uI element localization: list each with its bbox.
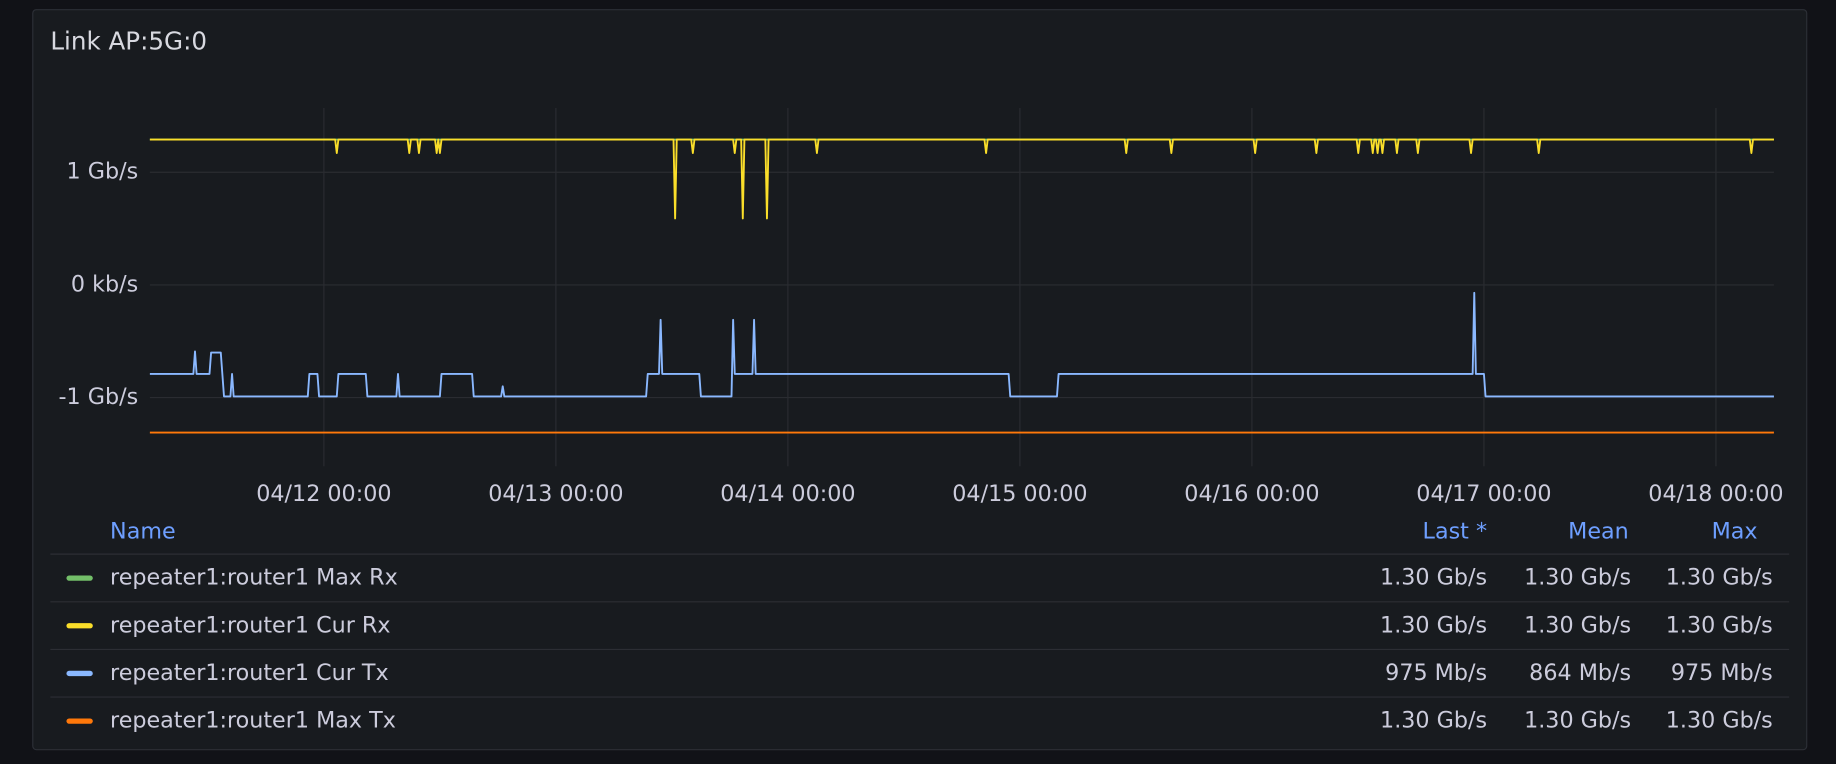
legend-stat: 1.30 Gb/s	[1380, 565, 1487, 591]
legend-stat: 1.30 Gb/s	[1666, 565, 1773, 591]
legend-table: Name Last * Mean Max repeater1:router1 Max R…	[50, 518, 1790, 734]
legend-name: repeater1:router1 Max Tx	[110, 708, 396, 734]
legend-stat: 1.30 Gb/s	[1380, 612, 1487, 638]
y-tick-label: 0 kb/s	[71, 271, 138, 297]
legend-name: repeater1:router1 Cur Tx	[110, 660, 389, 686]
legend-stat: 975 Mb/s	[1671, 660, 1773, 686]
legend-stat: 1.30 Gb/s	[1666, 708, 1773, 734]
x-tick-label: 04/16 00:00	[1184, 481, 1319, 507]
legend-stat: 1.30 Gb/s	[1524, 565, 1631, 591]
legend-header: Mean	[1568, 518, 1629, 544]
legend-header: Max	[1712, 518, 1758, 544]
legend-stat: 1.30 Gb/s	[1524, 612, 1631, 638]
x-tick-label: 04/12 00:00	[256, 481, 391, 507]
legend-name: repeater1:router1 Cur Rx	[110, 612, 390, 638]
legend-header: Last *	[1423, 518, 1488, 544]
panel-title: Link AP:5G:0	[50, 26, 207, 55]
x-tick-label: 04/18 00:00	[1648, 481, 1783, 507]
y-tick-label: 1 Gb/s	[67, 159, 139, 185]
y-tick-label: -1 Gb/s	[59, 384, 139, 410]
legend-name: repeater1:router1 Max Rx	[110, 565, 398, 591]
grid: 1 Gb/s 0 kb/s -1 Gb/s 04/12 00:00 04/13 00:0…	[59, 108, 1784, 507]
series-line	[149, 138, 1774, 220]
legend-stat: 975 Mb/s	[1385, 660, 1487, 686]
x-tick-label: 04/15 00:00	[952, 481, 1087, 507]
series-line	[149, 291, 1774, 398]
x-tick-label: 04/13 00:00	[488, 481, 623, 507]
legend-stat: 864 Mb/s	[1529, 660, 1631, 686]
legend-header: Name	[110, 518, 176, 544]
legend-stat: 1.30 Gb/s	[1524, 708, 1631, 734]
x-tick-label: 04/17 00:00	[1416, 481, 1551, 507]
legend-stat: 1.30 Gb/s	[1666, 612, 1773, 638]
legend-stat: 1.30 Gb/s	[1380, 708, 1487, 734]
plot	[149, 138, 1774, 434]
x-tick-label: 04/14 00:00	[720, 481, 855, 507]
panel	[32, 9, 1808, 751]
